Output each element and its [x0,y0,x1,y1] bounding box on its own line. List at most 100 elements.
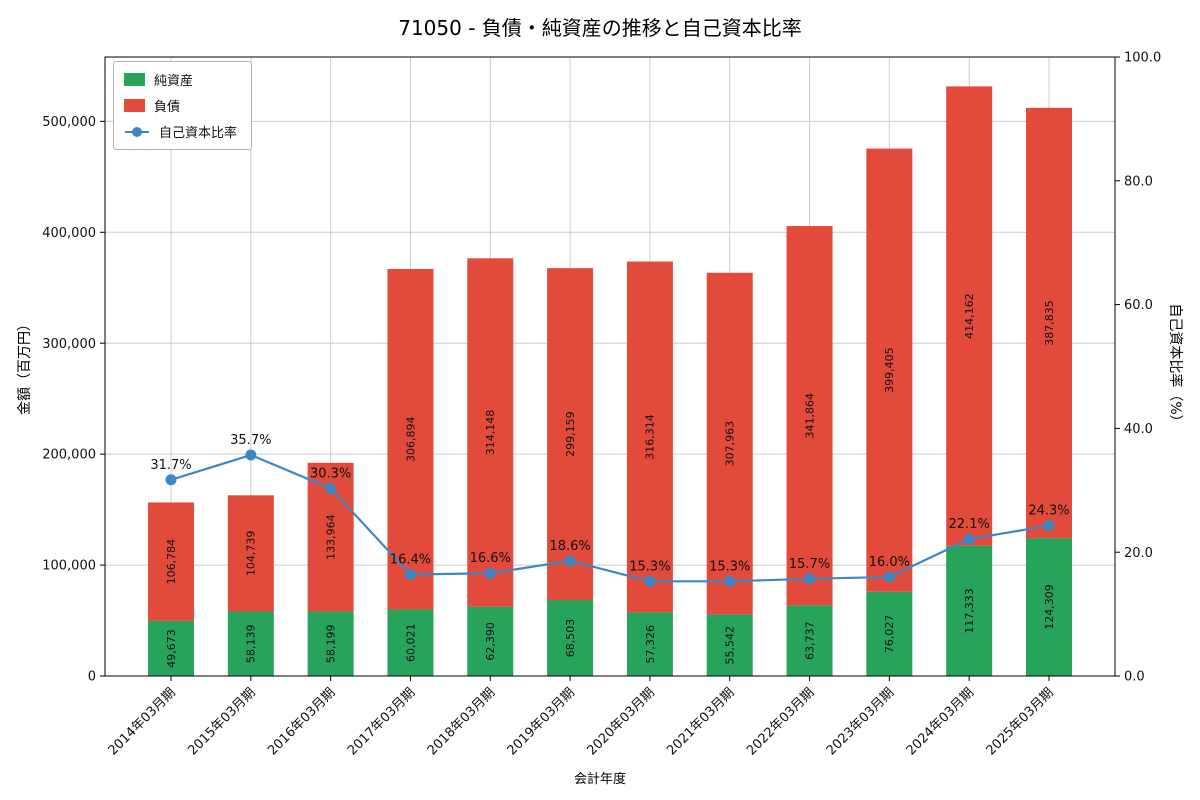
bar-value-label: 306,894 [404,416,417,462]
bar-segment [467,606,514,676]
bar-segment [307,611,354,676]
left-y-tick-label: 100,000 [42,559,96,574]
right-y-tick-label: 80.0 [1124,174,1153,189]
legend-swatch [124,73,145,86]
ratio-label: 35.7% [230,433,271,448]
x-tick-label: 2025年03月期 [984,685,1057,758]
x-tick-label: 2024年03月期 [904,685,977,758]
axis-tick-labels: 0 100,000 200,000 300,000 400,000 500,000 0.0 2… [42,51,1161,759]
ratio-marker [404,568,416,580]
bar-value-label: 76,027 [883,615,896,654]
ratio-label: 22.1% [949,517,990,532]
legend-swatch [124,99,145,112]
bar-segment [866,591,913,676]
bar-segment [387,268,434,610]
legend: 純資産負債自己資本比率 [113,61,253,150]
left-y-tick-label: 400,000 [42,226,96,241]
ratio-marker [165,474,177,486]
bar-value-label: 104,739 [245,531,258,577]
legend-item: 負債 [124,96,237,115]
x-tick-label: 2023年03月期 [824,685,897,758]
legend-label: 自己資本比率 [159,126,238,141]
ratio-label: 18.6% [549,539,590,554]
x-tick-label: 2018年03月期 [425,685,498,758]
x-axis-title: 会計年度 [573,772,626,787]
bar-value-label: 62,390 [484,622,497,661]
bar-value-labels: 49,673 58,139 58,199 60,021 62,390 68,503 57,3… [165,293,1056,667]
bar-segment [786,605,833,676]
x-tick-label: 2019年03月期 [505,685,578,758]
x-tick-label: 2022年03月期 [744,685,817,758]
bar-segment [148,502,194,621]
bar-segment [547,268,594,601]
ratio-marker [564,555,576,567]
ratio-marker [963,533,975,545]
bar-segment [1026,107,1072,539]
bar-value-label: 58,139 [245,625,258,664]
ratio-line [170,453,1050,583]
legend-line-swatch [125,126,149,137]
x-tick-label: 2016年03月期 [265,685,338,758]
ratio-marker [883,571,895,583]
bar-value-label: 55,542 [724,626,737,665]
legend-label: 負債 [154,100,181,115]
ratio-marker [484,567,496,579]
legend-label: 純資産 [154,74,194,89]
bar-value-label: 299,159 [564,411,577,457]
bar-value-label: 63,737 [803,621,816,660]
bar-segment [866,148,913,592]
ratio-line-series: 31.7% 35.7% 30.3% 16.4% 16.6% 18.6% 15.3% 15.3%… [150,433,1070,587]
bar-value-label: 314,148 [484,410,497,456]
bar-value-label: 60,021 [404,623,417,662]
x-tick-label: 2017年03月期 [345,685,418,758]
right-y-tick-label: 20.0 [1124,546,1153,561]
axis-ticks [100,56,1120,681]
right-y-tick-label: 60.0 [1124,298,1153,313]
bars [148,86,1072,676]
bar-value-label: 106,784 [165,539,178,585]
left-y-tick-label: 200,000 [42,448,96,463]
right-y-tick-label: 100.0 [1124,51,1161,66]
ratio-marker [804,573,816,585]
ratio-marker [245,449,257,461]
ratio-label: 15.7% [789,557,830,572]
ratio-marker [644,575,656,587]
bar-value-label: 399,405 [883,347,896,393]
bar-segment [946,86,993,546]
ratio-marker [1043,520,1055,532]
bar-segment [547,600,594,676]
bar-segment [1026,538,1072,676]
bar-segment [467,258,514,607]
bar-segment [626,612,673,676]
bar-value-label: 414,162 [963,293,976,339]
bar-segment [626,261,673,613]
bar-segment [227,611,274,676]
x-tick-label: 2021年03月期 [664,685,737,758]
ratio-label: 16.6% [470,551,511,566]
bar-value-label: 341,864 [803,393,816,439]
bar-value-label: 316,314 [644,414,657,460]
ratio-label: 16.4% [390,552,431,567]
bar-value-label: 57,326 [644,625,657,664]
ratio-label: 16.0% [869,555,910,570]
bar-value-label: 49,673 [165,629,178,668]
bar-value-label: 117,333 [963,588,976,634]
left-y-tick-label: 500,000 [42,115,96,130]
ratio-label: 30.3% [310,466,351,481]
legend-item: 自己資本比率 [124,122,237,141]
right-y-tick-label: 40.0 [1124,422,1153,437]
left-y-tick-label: 300,000 [42,337,96,352]
bar-segment [706,272,753,615]
ratio-label: 31.7% [150,458,191,473]
bar-value-label: 124,309 [1043,584,1056,630]
bar-segment [148,620,194,676]
ratio-marker [325,482,337,494]
bar-value-label: 387,835 [1043,300,1056,346]
bar-segment [786,226,833,606]
ratio-label: 15.3% [629,559,670,574]
bar-value-label: 68,503 [564,619,577,658]
bar-segment [946,545,993,676]
ratio-label: 15.3% [709,559,750,574]
